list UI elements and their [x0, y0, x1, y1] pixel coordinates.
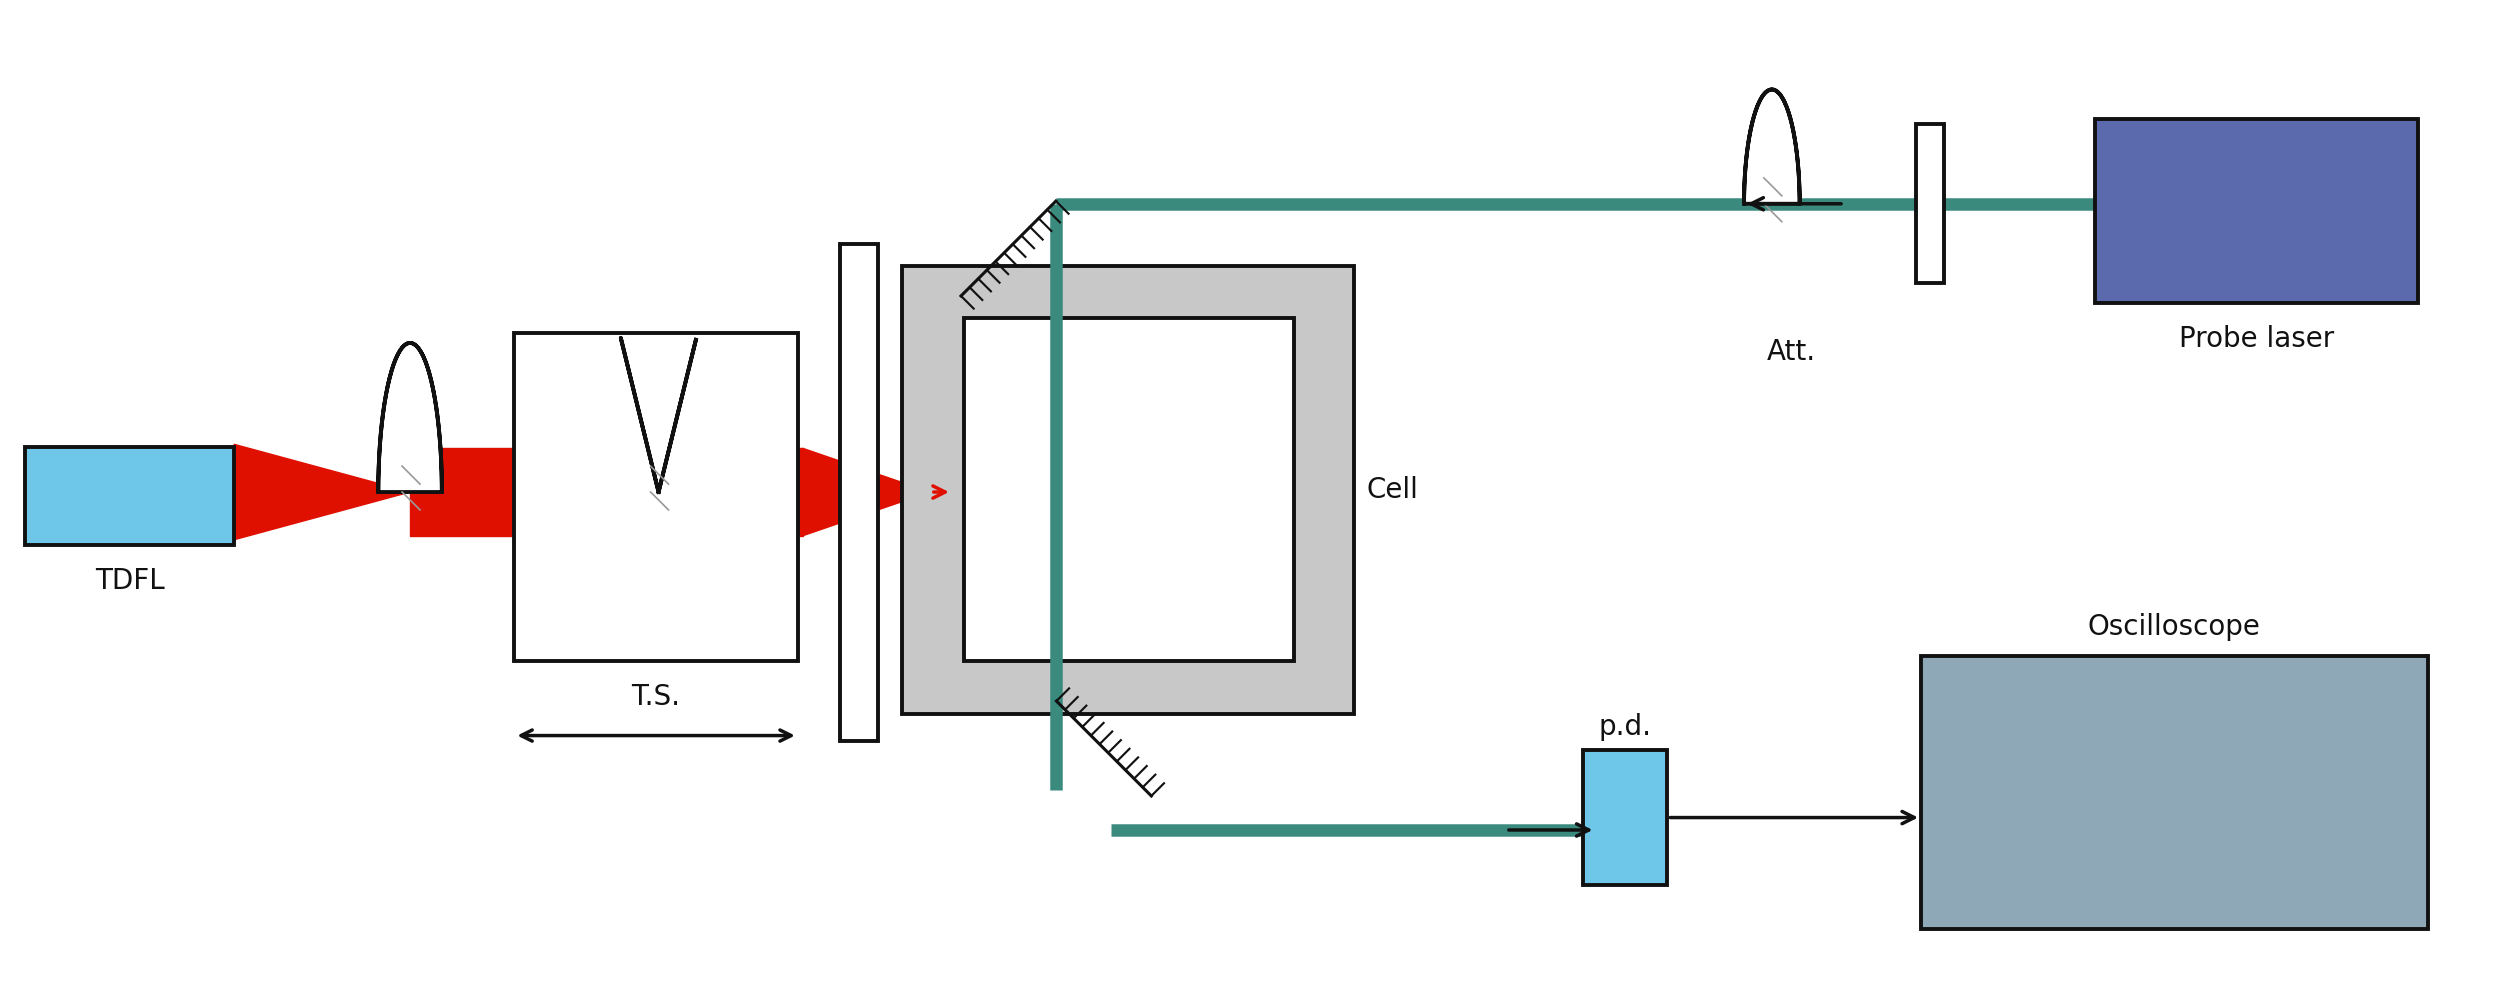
Text: Probe laser: Probe laser	[2180, 325, 2335, 353]
Bar	[840, 244, 877, 741]
Polygon shape	[410, 448, 802, 536]
Bar	[2095, 119, 2418, 303]
Text: TDFL: TDFL	[95, 567, 165, 594]
Text: T.S.: T.S.	[632, 683, 680, 711]
Polygon shape	[620, 338, 698, 492]
Bar	[25, 447, 235, 545]
Polygon shape	[802, 448, 930, 536]
Text: Att.: Att.	[1768, 338, 1818, 366]
Bar	[1915, 124, 1945, 283]
Text: p.d.: p.d.	[1598, 713, 1652, 741]
Bar	[515, 333, 798, 661]
Bar	[1920, 656, 2428, 929]
Text: Cell: Cell	[1368, 476, 1417, 504]
Bar	[1582, 750, 1668, 885]
Bar	[902, 266, 1355, 714]
Polygon shape	[1745, 89, 1800, 204]
Polygon shape	[235, 444, 410, 540]
Text: Oscilloscope: Oscilloscope	[2088, 613, 2260, 641]
Polygon shape	[378, 343, 442, 492]
Bar	[962, 318, 1292, 661]
